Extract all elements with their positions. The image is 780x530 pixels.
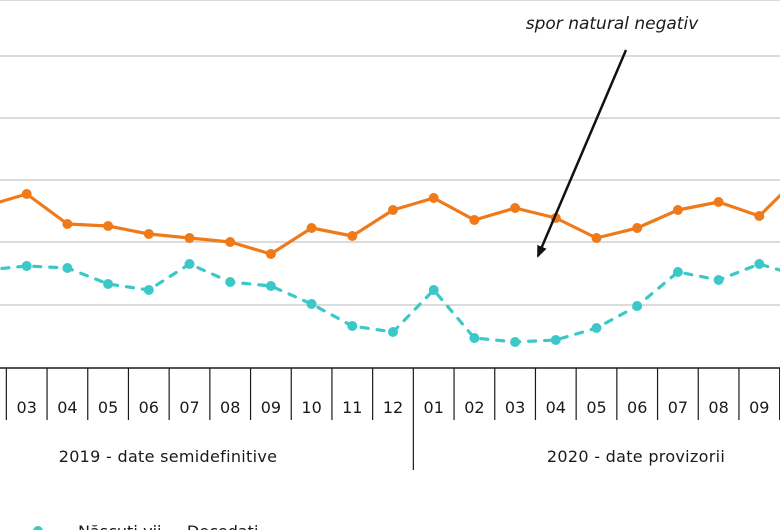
x-tick-label: 10 <box>301 398 321 417</box>
x-tick-label: 01 <box>424 398 444 417</box>
x-tick-label: 12 <box>383 398 403 417</box>
x-axis <box>0 367 780 470</box>
x-tick-label: 08 <box>220 398 240 417</box>
x-tick-label: 03 <box>505 398 525 417</box>
point-births-13 <box>510 337 521 347</box>
point-births-3 <box>103 279 114 289</box>
point-deaths-9 <box>347 231 358 241</box>
point-births-9 <box>347 321 358 331</box>
point-deaths-7 <box>265 249 276 259</box>
series-layer <box>0 189 780 347</box>
legend-marker-births <box>33 526 43 530</box>
point-deaths-12 <box>469 215 480 225</box>
point-deaths-2 <box>62 219 73 229</box>
point-births-16 <box>632 301 643 311</box>
x-tick-labels: 03 04 05 06 07 08 09 10 11 12 01 02 03 04 05 06 07 08 09 <box>17 398 770 417</box>
year-group-label-2020: 2020 - date provizorii <box>547 447 725 466</box>
point-births-12 <box>469 333 480 343</box>
point-deaths-10 <box>388 205 398 215</box>
point-deaths-15 <box>591 233 602 243</box>
point-births-4 <box>143 285 154 295</box>
x-tick-label: 09 <box>261 398 281 417</box>
x-tick-label: 07 <box>668 398 688 417</box>
annotation-arrow <box>536 49 628 258</box>
x-tick-label: 05 <box>586 398 606 417</box>
point-births-5 <box>184 259 195 269</box>
point-deaths-8 <box>306 223 317 233</box>
point-deaths-17 <box>672 205 683 215</box>
point-deaths-1 <box>21 189 32 199</box>
point-deaths-4 <box>143 229 154 239</box>
x-tick-label: 03 <box>17 398 37 417</box>
legend: Născuți-vii ... Decedați <box>33 522 258 530</box>
point-births-1 <box>21 261 32 271</box>
point-deaths-3 <box>103 221 114 231</box>
point-births-15 <box>591 323 602 333</box>
point-births-17 <box>672 267 683 277</box>
x-tick-label: 06 <box>627 398 647 417</box>
x-tick-label: 08 <box>708 398 728 417</box>
x-tick-label: 09 <box>749 398 769 417</box>
point-births-19 <box>754 259 765 269</box>
x-tick-label: 04 <box>546 398 566 417</box>
point-births-7 <box>265 281 276 291</box>
year-group-label-2019: 2019 - date semidefinitive <box>59 447 278 466</box>
point-births-18 <box>713 275 724 285</box>
point-births-8 <box>306 299 317 309</box>
point-births-6 <box>225 277 236 287</box>
x-tick-label: 11 <box>342 398 362 417</box>
point-deaths-16 <box>632 223 643 233</box>
point-deaths-13 <box>510 203 521 213</box>
point-deaths-19 <box>754 211 765 221</box>
legend-text: Născuți-vii ... Decedați <box>78 522 258 530</box>
point-births-10 <box>388 327 398 337</box>
point-births-2 <box>62 263 73 273</box>
point-births-14 <box>550 335 561 345</box>
point-births-11 <box>428 285 439 295</box>
x-tick-label: 06 <box>139 398 159 417</box>
point-deaths-18 <box>713 197 724 207</box>
gridlines <box>0 0 780 306</box>
x-tick-label: 04 <box>57 398 77 417</box>
annotation-label: spor natural negativ <box>526 14 699 34</box>
x-tick-label: 02 <box>464 398 484 417</box>
x-tick-label: 07 <box>179 398 199 417</box>
x-tick-label: 05 <box>98 398 118 417</box>
point-deaths-11 <box>428 193 439 203</box>
point-deaths-6 <box>225 237 236 247</box>
point-deaths-5 <box>184 233 195 243</box>
